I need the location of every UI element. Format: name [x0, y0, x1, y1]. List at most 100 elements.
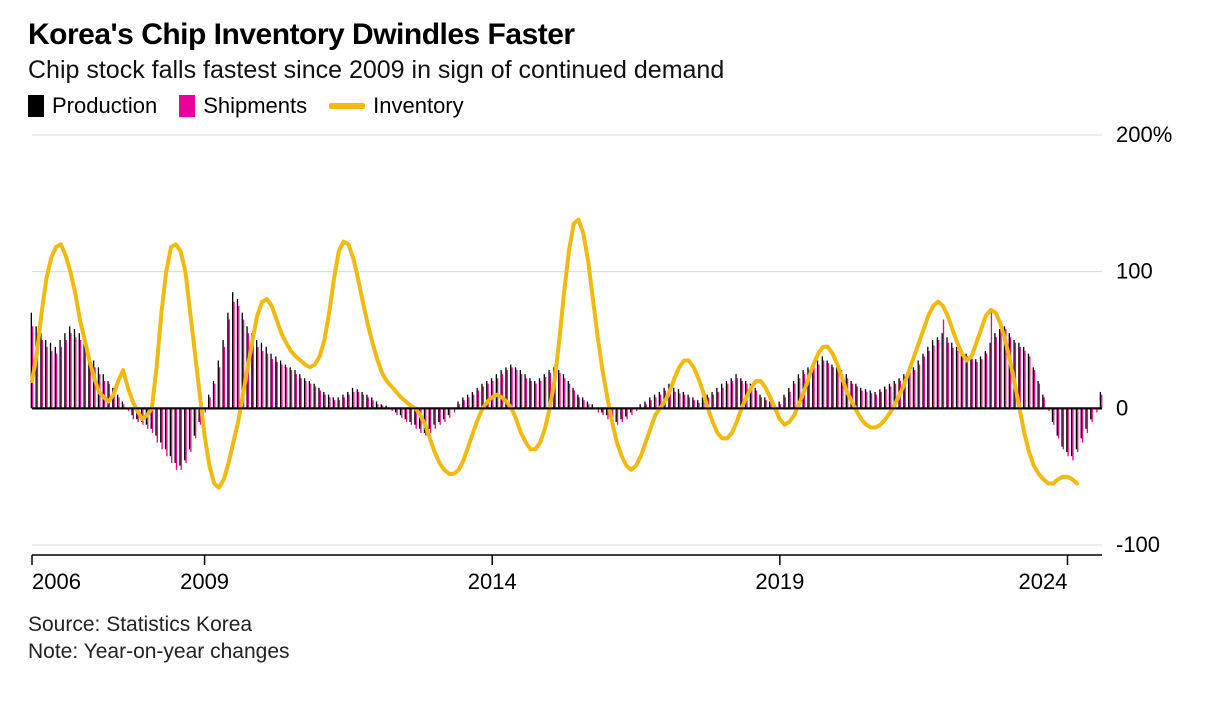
bar-production	[716, 388, 717, 409]
bar-production	[544, 374, 545, 408]
bar-shipments	[655, 397, 656, 408]
legend-label-inventory: Inventory	[373, 93, 464, 119]
bar-shipments	[1029, 356, 1030, 408]
bar-shipments	[727, 384, 728, 409]
bar-shipments	[406, 408, 407, 422]
bar-production	[793, 381, 794, 408]
bar-shipments	[291, 370, 292, 408]
bar-shipments	[1044, 397, 1045, 408]
bar-shipments	[631, 408, 632, 415]
bar-production	[817, 361, 818, 409]
bar-shipments	[928, 351, 929, 408]
bar-shipments	[118, 397, 119, 408]
bar-shipments	[363, 395, 364, 409]
bar-shipments	[348, 395, 349, 409]
bar-shipments	[272, 359, 273, 408]
bar-production	[285, 365, 286, 409]
bar-shipments	[439, 408, 440, 424]
bar-production	[826, 361, 827, 409]
bar-shipments	[372, 400, 373, 408]
bar-production	[918, 361, 919, 409]
bar-shipments	[66, 340, 67, 408]
bar-production	[932, 340, 933, 408]
chart-svg: -1000100200%20062009201420192024	[28, 125, 1182, 595]
bar-shipments	[976, 362, 977, 408]
bar-shipments	[190, 408, 191, 452]
bar-production	[1057, 408, 1058, 435]
legend-item-inventory: Inventory	[329, 93, 464, 119]
chart-legend: Production Shipments Inventory	[28, 93, 1182, 119]
bar-shipments	[857, 386, 858, 408]
bar-production	[179, 408, 180, 465]
bar-production	[69, 326, 70, 408]
bar-production	[975, 359, 976, 408]
bar-production	[1023, 347, 1024, 409]
bar-shipments	[718, 392, 719, 408]
bar-production	[731, 378, 732, 408]
bar-production	[333, 397, 334, 408]
bar-production	[189, 408, 190, 449]
bar-production	[539, 378, 540, 408]
bar-shipments	[473, 395, 474, 409]
bar-shipments	[214, 384, 215, 409]
bar-production	[64, 333, 65, 408]
bar-shipments	[574, 391, 575, 409]
bar-production	[951, 343, 952, 409]
bar-shipments	[828, 363, 829, 408]
bar-shipments	[823, 361, 824, 409]
bar-shipments	[70, 333, 71, 408]
bar-production	[764, 397, 765, 408]
bar-production	[999, 329, 1000, 408]
bar-production	[50, 343, 51, 409]
x-tick-label: 2014	[468, 569, 517, 594]
bar-shipments	[837, 370, 838, 408]
bar-shipments	[991, 313, 992, 409]
x-tick-label: 2009	[180, 569, 229, 594]
bar-shipments	[650, 400, 651, 408]
bar-shipments	[545, 377, 546, 408]
bar-production	[314, 384, 315, 409]
bar-shipments	[962, 354, 963, 409]
bar-shipments	[1053, 408, 1054, 424]
bar-production	[721, 384, 722, 409]
bar-production	[788, 388, 789, 409]
bar-shipments	[320, 391, 321, 409]
x-tick-label: 2024	[1019, 569, 1068, 594]
chart-title: Korea's Chip Inventory Dwindles Faster	[28, 18, 1182, 52]
bar-shipments	[80, 340, 81, 408]
bar-shipments	[813, 367, 814, 408]
bar-production	[352, 388, 353, 409]
bar-shipments	[1000, 332, 1001, 409]
bar-shipments	[919, 365, 920, 409]
bar-production	[946, 337, 947, 408]
bar-shipments	[890, 386, 891, 408]
bar-shipments	[1082, 408, 1083, 442]
bar-shipments	[468, 397, 469, 408]
bar-production	[822, 356, 823, 408]
bar-production	[299, 374, 300, 408]
legend-label-shipments: Shipments	[203, 93, 307, 119]
bar-shipments	[674, 392, 675, 408]
bar-shipments	[765, 400, 766, 408]
bar-shipments	[583, 400, 584, 408]
bar-production	[956, 347, 957, 409]
bar-production	[860, 388, 861, 409]
bar-production	[759, 395, 760, 409]
bar-production	[376, 402, 377, 409]
bar-production	[524, 374, 525, 408]
bar-production	[606, 408, 607, 415]
bar-production	[1090, 408, 1091, 419]
bar-production	[491, 378, 492, 408]
bar-production	[769, 402, 770, 409]
bar-production	[457, 402, 458, 409]
bar-production	[294, 370, 295, 408]
bar-production	[213, 381, 214, 408]
bar-shipments	[411, 408, 412, 424]
bar-shipments	[761, 397, 762, 408]
bar-production	[994, 333, 995, 408]
bar-shipments	[181, 408, 182, 470]
bar-production	[256, 340, 257, 408]
bar-shipments	[871, 393, 872, 408]
bar-shipments	[861, 391, 862, 409]
bar-production	[79, 333, 80, 408]
